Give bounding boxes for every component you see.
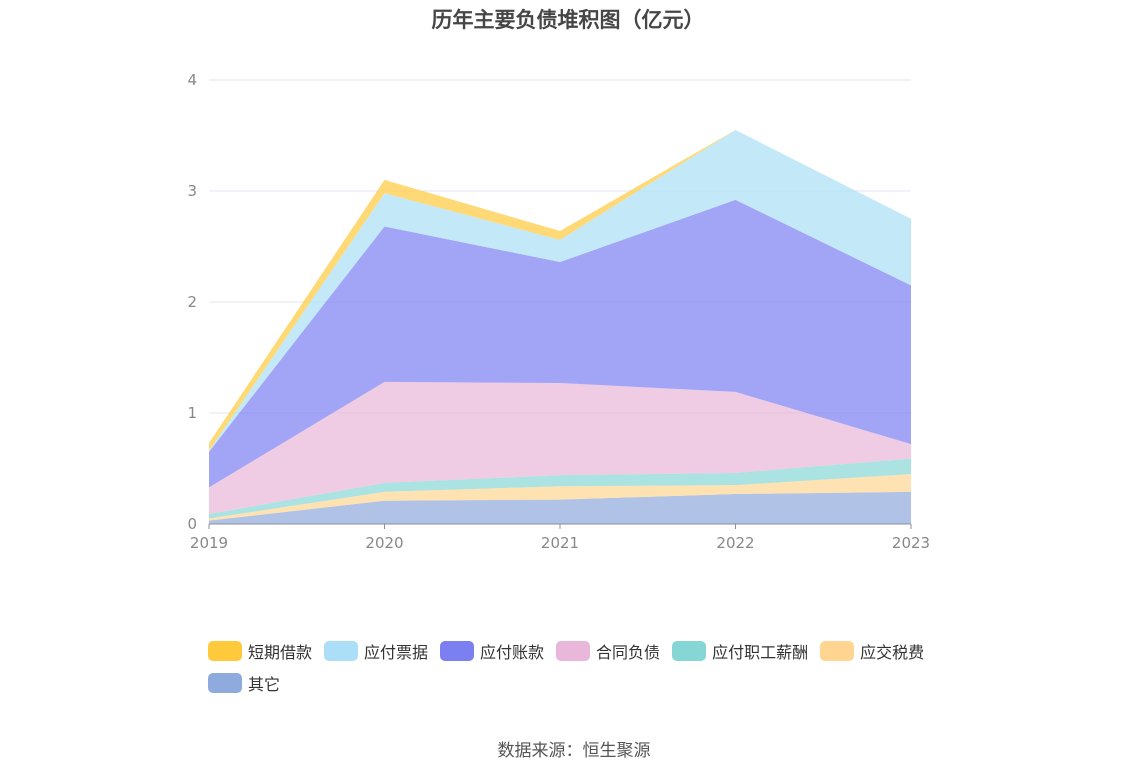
y-tick-label: 2 xyxy=(187,293,197,311)
legend: 短期借款 应付票据 应付账款 合同负债 应付职工薪酬 应交税费其它 xyxy=(208,640,968,704)
legend-item[interactable]: 应交税费 xyxy=(820,640,924,662)
legend-label: 短期借款 xyxy=(248,643,313,662)
legend-label: 合同负债 xyxy=(596,643,661,662)
chart-plot: 0 1 2 3 4 2019 2020 2021 2022 2023 xyxy=(187,71,930,552)
area-应付票据 xyxy=(209,129,911,452)
legend-label: 应交税费 xyxy=(860,643,925,662)
area-应付职工薪酬 xyxy=(209,458,911,519)
x-tick-label: 2023 xyxy=(892,534,930,552)
source-note: 数据来源：恒生聚源 xyxy=(497,741,651,761)
chart-title: 历年主要负债堆积图（亿元） xyxy=(431,8,705,32)
legend-swatch xyxy=(556,641,591,661)
legend-swatch xyxy=(672,641,707,661)
y-tick-label: 1 xyxy=(187,404,197,422)
area-应交税费 xyxy=(209,474,911,521)
y-tick-label: 3 xyxy=(187,182,197,200)
legend-item[interactable]: 应付职工薪酬 xyxy=(672,640,808,662)
y-tick-label: 0 xyxy=(187,515,197,533)
legend-item[interactable]: 合同负债 xyxy=(556,640,660,662)
area-series xyxy=(209,129,911,524)
area-其它 xyxy=(209,491,911,524)
x-tick-label: 2019 xyxy=(190,534,228,552)
legend-swatch xyxy=(208,641,242,661)
legend-swatch xyxy=(820,641,855,661)
legend-label: 其它 xyxy=(248,675,281,694)
legend-label: 应付职工薪酬 xyxy=(712,643,809,662)
x-tick-label: 2021 xyxy=(541,534,579,552)
x-tick-label: 2022 xyxy=(716,534,754,552)
area-应付账款 xyxy=(209,199,911,488)
legend-swatch xyxy=(208,673,242,693)
legend-item[interactable]: 短期借款 xyxy=(208,640,312,662)
legend-swatch xyxy=(324,641,359,661)
x-tick-label: 2020 xyxy=(365,534,403,552)
legend-label: 应付账款 xyxy=(480,643,545,662)
y-tick-label: 4 xyxy=(187,71,197,89)
legend-label: 应付票据 xyxy=(364,643,429,662)
legend-item[interactable]: 其它 xyxy=(208,672,280,694)
axes: 2019 2020 2021 2022 2023 xyxy=(190,523,930,552)
legend-item[interactable]: 应付账款 xyxy=(440,640,544,662)
area-合同负债 xyxy=(209,381,911,515)
legend-item[interactable]: 应付票据 xyxy=(324,640,428,662)
legend-swatch xyxy=(440,641,475,661)
